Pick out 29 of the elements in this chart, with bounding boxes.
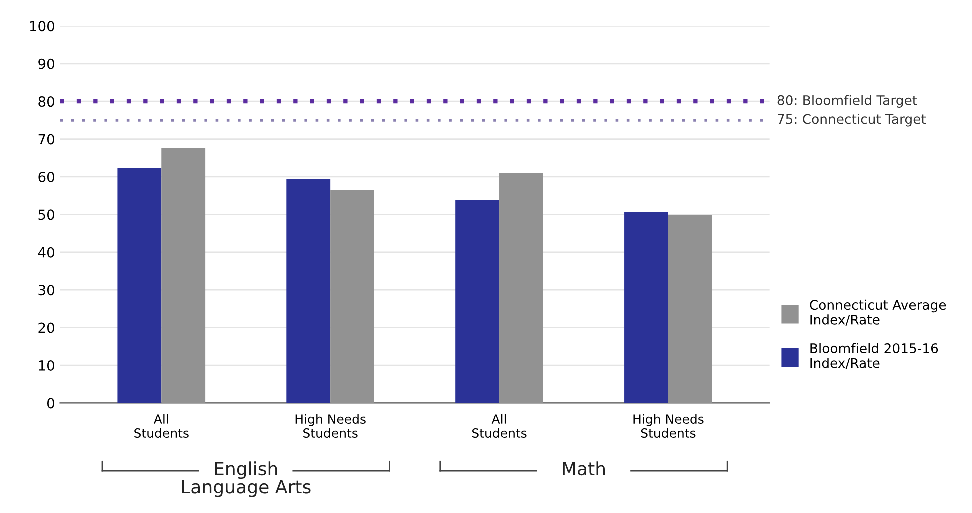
x-tick-label: All Students: [134, 414, 189, 438]
x-tick-label: High Needs Students: [296, 414, 366, 438]
y-tick-label: 90: [38, 58, 54, 70]
y-tick-label: 60: [38, 172, 54, 182]
legend-label: Connecticut Average Index/Rate: [810, 300, 946, 326]
y-tick-label: 50: [38, 210, 54, 220]
x-tick-label: High Needs Students: [634, 414, 704, 438]
bar: [668, 215, 712, 404]
legend-label: Bloomfield 2015-16 Index/Rate: [810, 343, 938, 370]
ref-line-label: 75: Connecticut Target: [778, 114, 926, 127]
y-tick-label: 20: [38, 322, 54, 334]
y-tick-label: 10: [39, 360, 54, 371]
ref-line-label: 80: Bloomfield Target: [778, 95, 918, 108]
text: English Language Arts: [182, 462, 311, 498]
bar: [500, 173, 544, 404]
bar: [162, 148, 206, 404]
bar: [118, 168, 162, 404]
bar: [456, 200, 500, 404]
y-tick-label: 30: [38, 285, 54, 296]
bar: [330, 190, 374, 404]
y-tick-label: 80: [38, 96, 54, 108]
text: Math: [563, 462, 606, 476]
bar: [286, 179, 331, 404]
x-tick-label: All Students: [472, 414, 527, 438]
y-tick-label: 100: [30, 21, 54, 32]
bar: [624, 212, 668, 404]
y-tick-label: 0: [47, 398, 54, 409]
y-tick-label: 70: [38, 134, 54, 145]
y-tick-label: 40: [38, 247, 54, 258]
